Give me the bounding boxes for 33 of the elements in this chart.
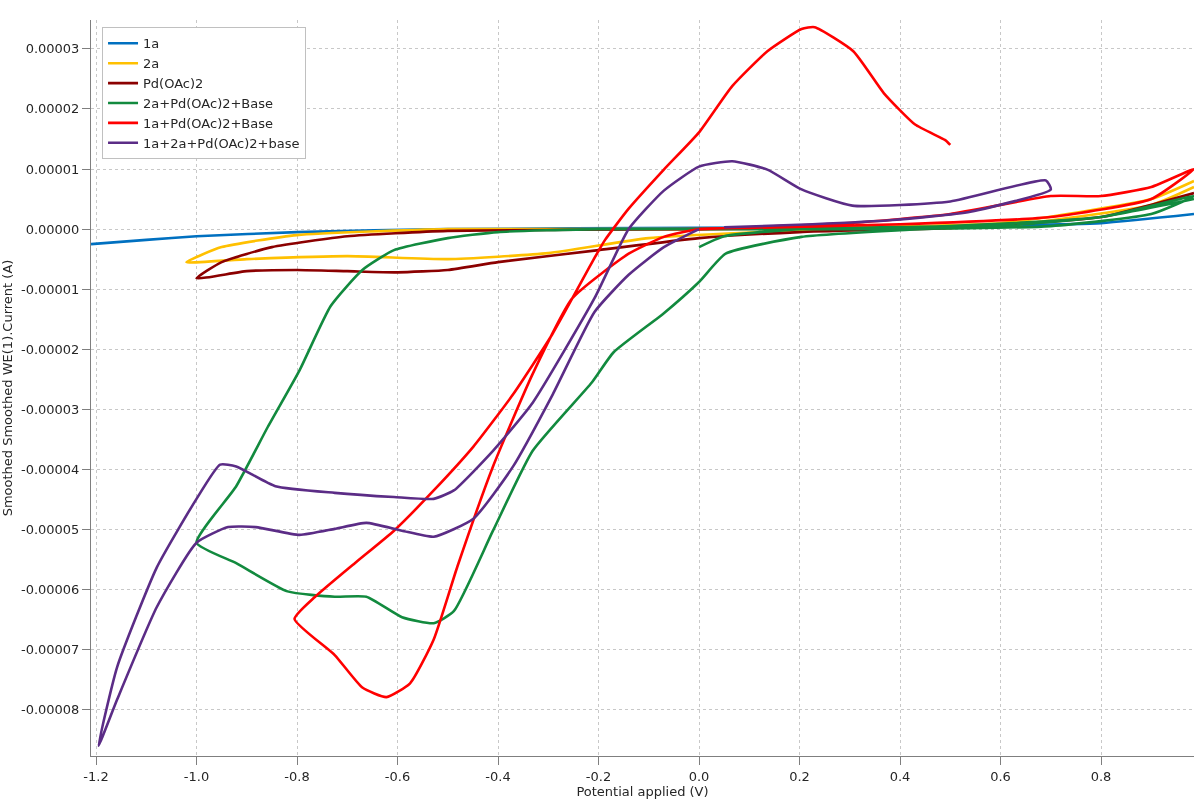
y-tick-label: 0.00001: [25, 161, 80, 177]
y-tick-label: -0.00003: [20, 401, 80, 417]
x-tick-label: -0.8: [284, 768, 310, 784]
y-tick-label: -0.00006: [20, 582, 80, 598]
x-tick-label: -1.0: [183, 768, 210, 784]
y-axis-title: Smoothed Smoothed WE(1).Current (A): [0, 259, 15, 517]
x-tick-label: 0.2: [789, 768, 810, 784]
x-tick-label: 0.6: [990, 768, 1011, 784]
legend-label: 2a+Pd(OAc)2+Base: [143, 96, 274, 112]
y-tick-label: -0.00001: [20, 281, 80, 297]
legend-label: 1a+Pd(OAc)2+Base: [143, 115, 274, 131]
legend-label: 1a+2a+Pd(OAc)2+base: [143, 135, 300, 151]
y-tick-label: 0.00002: [25, 101, 80, 117]
legend-label: 1a: [143, 36, 160, 52]
y-tick-label: -0.00005: [20, 522, 80, 538]
x-tick-label: -0.2: [585, 768, 612, 784]
y-tick-label: -0.00008: [20, 702, 80, 718]
y-tick-label: 0.00003: [25, 41, 80, 57]
x-tick-label: -0.4: [485, 768, 511, 784]
y-tick-label: -0.00004: [20, 461, 80, 477]
line-series: [97, 159, 1053, 748]
x-tick-label: 0.0: [688, 768, 710, 784]
x-tick-label: 0.8: [1090, 768, 1112, 784]
legend-label: Pd(OAc)2: [143, 76, 204, 92]
y-tick-label: 0.00000: [25, 221, 80, 237]
x-tick-label: -0.6: [384, 768, 411, 784]
legend-label: 2a: [143, 56, 160, 72]
x-tick-label: -1.2: [83, 768, 109, 784]
line-series: [195, 194, 1194, 625]
x-tick-label: 0.4: [889, 768, 911, 784]
y-tick-label: -0.00002: [20, 341, 80, 357]
x-axis-title: Potential applied (V): [576, 783, 709, 799]
y-tick-label: -0.00007: [20, 642, 80, 658]
